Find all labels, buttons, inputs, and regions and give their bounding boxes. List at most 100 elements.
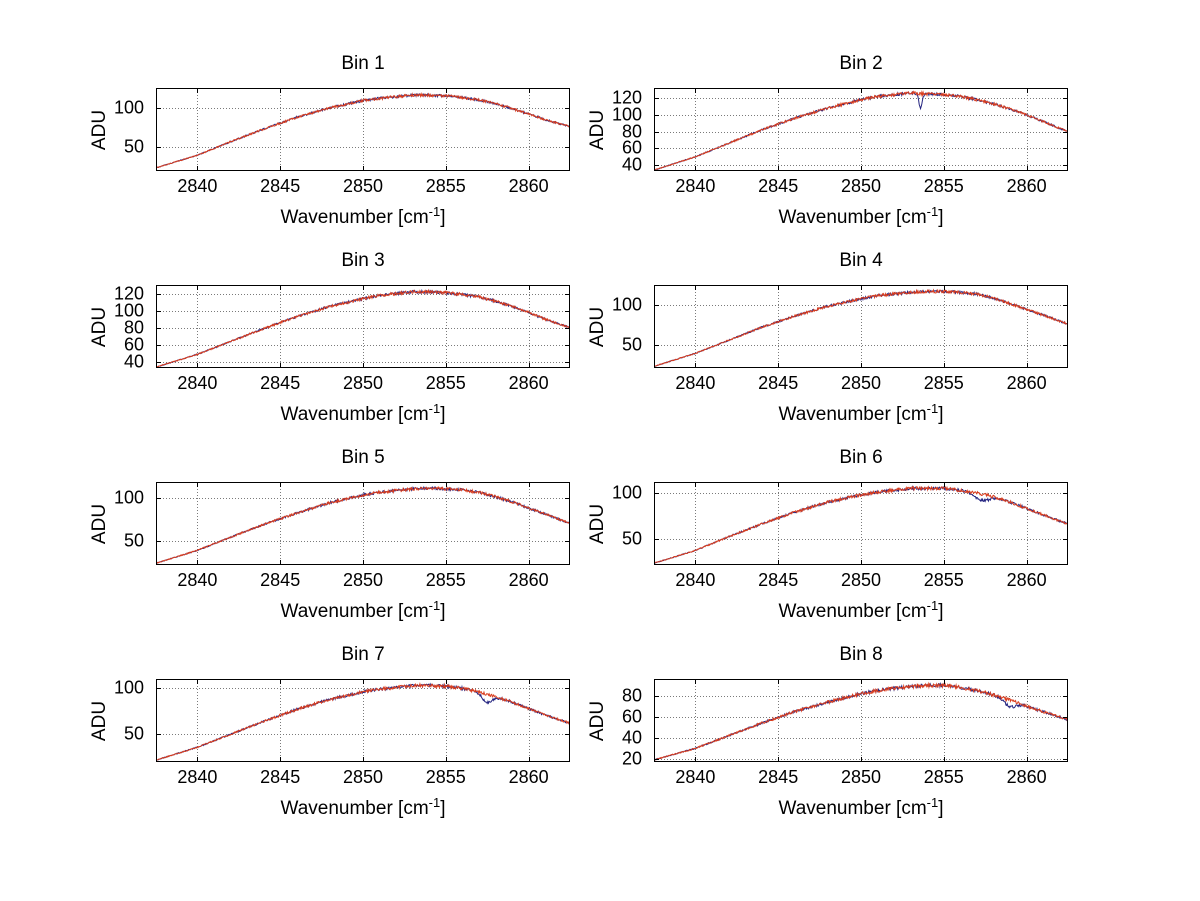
subplot-bin-5: Bin 5 ADU 50 100 2840 2845 2850 2855 2860 Wav… (89, 447, 570, 622)
x-tick-label: 2840 (177, 176, 218, 196)
x-tick-labels: 2840 2845 2850 2855 2860 (156, 176, 570, 198)
subplot-title: Bin 7 (341, 644, 385, 665)
x-tick-label: 2860 (508, 176, 549, 196)
y-tick-labels: 40 60 80 100 120 (590, 88, 648, 175)
subplot-bin-8: Bin 8 ADU 20 40 60 80 2840 2845 2850 2855 2860 … (587, 644, 1068, 819)
y-tick-label: 100 (113, 487, 144, 508)
x-tick-label: 2860 (1006, 570, 1047, 590)
y-tick-label: 50 (621, 528, 642, 549)
x-tick-label: 2860 (1006, 767, 1047, 787)
x-axis-label: Wavenumber [cm-1] (280, 204, 446, 228)
x-tick-label: 2850 (840, 176, 882, 196)
x-tick-label: 2860 (508, 767, 549, 787)
x-tick-labels: 2840 2845 2850 2855 2860 (156, 767, 570, 789)
x-tick-label: 2855 (425, 373, 466, 393)
x-axis-label: Wavenumber [cm-1] (778, 598, 944, 622)
y-tick-label: 40 (621, 154, 642, 175)
x-axis-label: Wavenumber [cm-1] (280, 598, 446, 622)
x-axis-label: Wavenumber [cm-1] (778, 204, 944, 228)
y-tick-label: 50 (621, 334, 642, 355)
x-tick-label: 2850 (342, 570, 384, 590)
x-axis-label: Wavenumber [cm-1] (280, 401, 446, 425)
y-tick-label: 60 (621, 706, 642, 727)
y-tick-label: 100 (113, 97, 144, 118)
y-tick-label: 100 (113, 677, 144, 698)
plot-canvas-bin-7 (156, 679, 570, 762)
x-axis-label: Wavenumber [cm-1] (778, 795, 944, 819)
plot-canvas-bin-6 (654, 482, 1068, 565)
y-tick-label: 50 (123, 136, 144, 157)
plot-canvas-bin-8 (654, 679, 1068, 762)
y-tick-label: 60 (123, 334, 144, 355)
y-tick-labels: 50 100 (92, 482, 150, 565)
x-tick-labels: 2840 2845 2850 2855 2860 (156, 570, 570, 592)
x-tick-label: 2840 (177, 767, 218, 787)
y-tick-labels: 20 40 60 80 (590, 679, 648, 768)
plot-canvas-bin-2 (654, 88, 1068, 171)
y-tick-label: 20 (621, 748, 642, 769)
x-tick-label: 2860 (508, 570, 549, 590)
x-tick-label: 2850 (342, 176, 384, 196)
subplot-title: Bin 8 (839, 644, 883, 665)
subplot-title: Bin 1 (341, 53, 385, 74)
x-tick-label: 2840 (675, 373, 716, 393)
plot-canvas-bin-1 (156, 88, 570, 171)
subplot-bin-4: Bin 4 ADU 50 100 2840 2845 2850 2855 2860 Wav… (587, 250, 1068, 425)
subplot-bin-2: Bin 2 ADU 40 60 80 100 120 2840 2845 2850 2855 2… (587, 53, 1068, 228)
y-tick-label: 50 (123, 530, 144, 551)
y-tick-label: 80 (621, 685, 642, 706)
x-tick-label: 2855 (425, 570, 466, 590)
subplot-title: Bin 5 (341, 447, 385, 468)
y-tick-labels: 50 100 (92, 677, 150, 762)
x-tick-label: 2845 (260, 373, 301, 393)
x-tick-label: 2850 (342, 373, 384, 393)
x-tick-label: 2855 (923, 767, 964, 787)
x-tick-label: 2840 (177, 570, 218, 590)
x-tick-label: 2845 (758, 767, 799, 787)
x-tick-labels: 2840 2845 2850 2855 2860 (654, 176, 1068, 198)
subplot-title: Bin 3 (341, 250, 385, 271)
x-tick-label: 2845 (758, 176, 799, 196)
y-tick-label: 100 (611, 104, 642, 125)
x-tick-label: 2850 (342, 767, 384, 787)
y-tick-label: 80 (123, 317, 144, 338)
y-tick-labels: 40 60 80 100 120 (92, 283, 150, 371)
subplot-bin-3: Bin 3 ADU 40 60 80 100 120 2840 2845 2850 2855 2… (89, 250, 570, 425)
x-tick-label: 2840 (675, 767, 716, 787)
x-tick-label: 2845 (758, 570, 799, 590)
y-tick-label: 120 (113, 283, 144, 304)
y-tick-label: 40 (123, 351, 144, 372)
subplot-bin-6: Bin 6 ADU 50 100 2840 2845 2850 2855 2860 Wav… (587, 447, 1068, 622)
x-tick-labels: 2840 2845 2850 2855 2860 (654, 570, 1068, 592)
x-tick-label: 2840 (177, 373, 218, 393)
subplot-title: Bin 6 (839, 447, 883, 468)
subplot-title: Bin 2 (839, 53, 883, 74)
x-tick-label: 2860 (508, 373, 549, 393)
x-axis-label: Wavenumber [cm-1] (280, 795, 446, 819)
x-tick-label: 2845 (260, 176, 301, 196)
x-tick-label: 2845 (260, 570, 301, 590)
y-tick-label: 100 (611, 482, 642, 503)
y-tick-label: 80 (621, 121, 642, 142)
x-tick-labels: 2840 2845 2850 2855 2860 (156, 373, 570, 395)
x-tick-label: 2855 (923, 570, 964, 590)
x-tick-label: 2855 (425, 767, 466, 787)
x-tick-label: 2840 (675, 176, 716, 196)
x-tick-label: 2850 (840, 570, 882, 590)
x-tick-label: 2860 (1006, 176, 1047, 196)
plot-canvas-bin-5 (156, 482, 570, 565)
x-tick-label: 2860 (1006, 373, 1047, 393)
y-tick-label: 40 (621, 727, 642, 748)
y-tick-label: 60 (621, 137, 642, 158)
subplot-bin-1: Bin 1 ADU 50 100 2840 2845 2850 2855 2860 Wav… (89, 53, 570, 228)
x-tick-label: 2855 (923, 176, 964, 196)
y-tick-labels: 50 100 (92, 88, 150, 171)
y-tick-label: 100 (113, 300, 144, 321)
x-tick-labels: 2840 2845 2850 2855 2860 (654, 767, 1068, 789)
y-tick-labels: 50 100 (590, 285, 648, 368)
x-tick-labels: 2840 2845 2850 2855 2860 (654, 373, 1068, 395)
x-tick-label: 2855 (923, 373, 964, 393)
x-axis-label: Wavenumber [cm-1] (778, 401, 944, 425)
x-tick-label: 2840 (675, 570, 716, 590)
